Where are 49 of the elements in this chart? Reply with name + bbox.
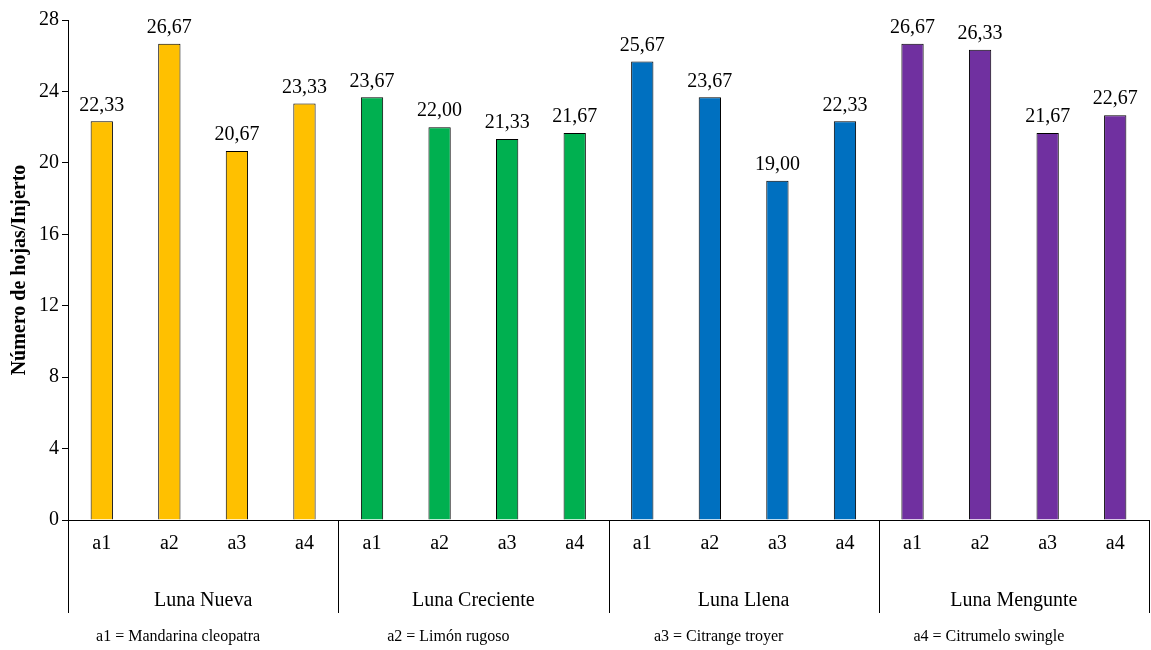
y-tick-label: 28 <box>39 7 59 30</box>
x-tick-label: a2 <box>430 531 450 554</box>
x-tick-label: a2 <box>970 531 990 554</box>
x-tick-label: a4 <box>835 531 855 554</box>
x-tick-label: a3 <box>767 531 787 554</box>
data-label: 21,67 <box>552 104 598 127</box>
x-tick-label: a3 <box>227 531 247 554</box>
y-tick-label: 4 <box>49 435 59 458</box>
y-tick-label: 16 <box>39 221 59 244</box>
data-label: 26,33 <box>957 21 1003 44</box>
y-tick-label: 12 <box>39 292 59 315</box>
y-tick-label: 20 <box>39 150 59 173</box>
data-label: 22,33 <box>822 92 868 115</box>
x-tick-label: a3 <box>1038 531 1058 554</box>
y-axis-title: Número de hojas/Injerto <box>7 164 31 376</box>
text: a1 = Mandarina cleopatra <box>96 627 261 646</box>
x-tick-label: a2 <box>159 531 179 554</box>
data-label: 23,67 <box>349 68 395 91</box>
data-label: 26,67 <box>146 15 192 37</box>
data-label: 21,33 <box>484 110 530 133</box>
text: Luna Nueva <box>153 588 253 611</box>
data-label: 26,67 <box>890 15 936 37</box>
y-tick-label: 8 <box>49 364 59 387</box>
x-tick-label: a1 <box>632 531 652 554</box>
x-tick-label: a4 <box>1105 531 1125 554</box>
data-label: 21,67 <box>1025 104 1071 127</box>
x-tick-label: a1 <box>92 531 112 554</box>
text: Luna Creciente <box>412 588 535 611</box>
x-tick-label: a1 <box>362 531 382 554</box>
text: Luna Llena <box>697 588 790 611</box>
data-label: 22,67 <box>1092 86 1138 109</box>
data-label: 25,67 <box>619 32 665 55</box>
x-tick-label: a2 <box>700 531 720 554</box>
data-label: 22,00 <box>417 98 463 121</box>
x-tick-label: a4 <box>295 531 314 554</box>
data-label: 19,00 <box>754 151 800 174</box>
text: Luna Mengunte <box>950 588 1078 612</box>
data-label: 20,67 <box>214 122 260 145</box>
text: a2 = Limón rugoso <box>387 627 510 646</box>
data-label: 22,33 <box>79 92 125 115</box>
y-tick-label: 24 <box>39 78 59 101</box>
x-tick-label: a3 <box>497 531 517 554</box>
y-tick-label: 0 <box>49 507 59 530</box>
data-label: 23,33 <box>281 74 327 97</box>
x-tick-label: a1 <box>903 531 922 554</box>
text: a4 = Citrumelo swingle <box>913 627 1065 646</box>
text: a3 = Citrange troyer <box>653 627 785 646</box>
x-tick-label: a4 <box>565 531 585 554</box>
data-label: 23,67 <box>687 68 733 91</box>
